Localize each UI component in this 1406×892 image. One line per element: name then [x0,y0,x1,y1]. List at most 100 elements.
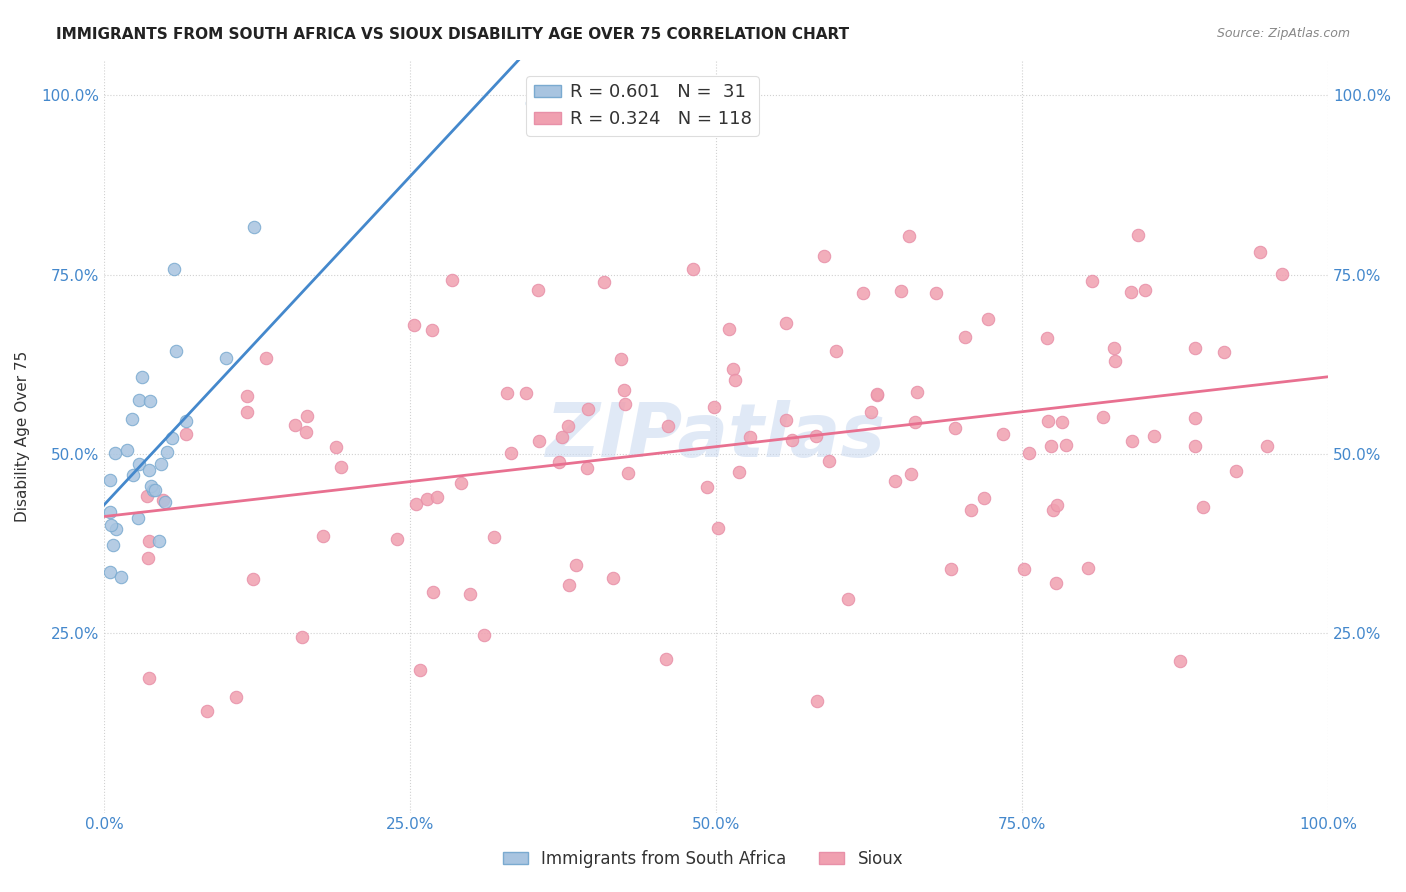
Point [602,571,624,585]
Point [1104,341,1126,355]
Point [215,351,238,366]
Text: ZIPatlas: ZIPatlas [546,400,886,473]
Point [557,419,579,434]
Point [973,491,995,506]
Point [813,249,835,263]
Point [138,534,160,549]
Point [866,387,889,401]
Point [1054,438,1077,452]
Legend: Immigrants from South Africa, Sioux: Immigrants from South Africa, Sioux [496,844,910,875]
Point [655,652,678,666]
Point [149,457,172,471]
Point [565,558,588,573]
Point [1271,267,1294,281]
Point [576,402,599,417]
Point [837,591,859,606]
Point [128,457,150,471]
Point [138,671,160,685]
Point [1256,438,1278,452]
Point [422,323,444,337]
Point [98,565,121,579]
Point [460,586,482,600]
Point [547,455,569,469]
Point [775,316,797,330]
Point [496,386,519,401]
Point [718,321,741,335]
Point [156,445,179,459]
Point [1126,228,1149,243]
Point [415,491,437,506]
Point [723,373,745,387]
Point [682,261,704,276]
Point [139,478,162,492]
Point [1104,354,1126,368]
Point [284,418,307,433]
Point [1080,274,1102,288]
Point [426,490,449,504]
Point [1119,285,1142,300]
Point [527,434,550,448]
Point [155,495,177,509]
Point [1046,498,1069,512]
Point [558,578,581,592]
Point [1045,576,1067,591]
Legend: R = 0.601   N =  31, R = 0.324   N = 118: R = 0.601 N = 31, R = 0.324 N = 118 [526,76,759,136]
Point [696,480,718,494]
Point [1192,500,1215,514]
Point [804,429,827,443]
Point [165,344,187,359]
Point [1039,439,1062,453]
Point [959,503,981,517]
Point [295,425,318,439]
Point [98,473,121,487]
Point [174,414,197,428]
Point [115,442,138,457]
Point [1038,414,1060,428]
Point [738,430,761,444]
Point [550,430,572,444]
Point [128,393,150,408]
Y-axis label: Disability Age Over 75: Disability Age Over 75 [15,351,30,522]
Point [904,415,927,429]
Point [121,411,143,425]
Point [721,361,744,376]
Point [152,492,174,507]
Point [780,433,803,447]
Point [1133,283,1156,297]
Point [121,468,143,483]
Point [1042,502,1064,516]
Point [243,219,266,234]
Point [1225,464,1247,478]
Point [472,628,495,642]
Point [499,446,522,460]
Point [1121,434,1143,449]
Point [127,511,149,525]
Point [312,529,335,543]
Point [138,463,160,477]
Point [105,523,128,537]
Point [526,283,548,297]
Point [702,401,724,415]
Point [593,275,616,289]
Point [818,454,841,468]
Point [136,489,159,503]
Point [953,329,976,343]
Point [100,518,122,533]
Point [291,630,314,644]
Point [806,694,828,708]
Point [1052,415,1074,429]
Point [884,474,907,488]
Point [98,506,121,520]
Text: Source: ZipAtlas.com: Source: ZipAtlas.com [1216,27,1350,40]
Point [139,394,162,409]
Point [101,538,124,552]
Point [450,475,472,490]
Point [148,534,170,549]
Point [613,383,636,397]
Point [977,312,1000,326]
Point [890,284,912,298]
Point [330,460,353,475]
Point [1184,342,1206,356]
Point [1036,331,1059,345]
Point [254,351,277,366]
